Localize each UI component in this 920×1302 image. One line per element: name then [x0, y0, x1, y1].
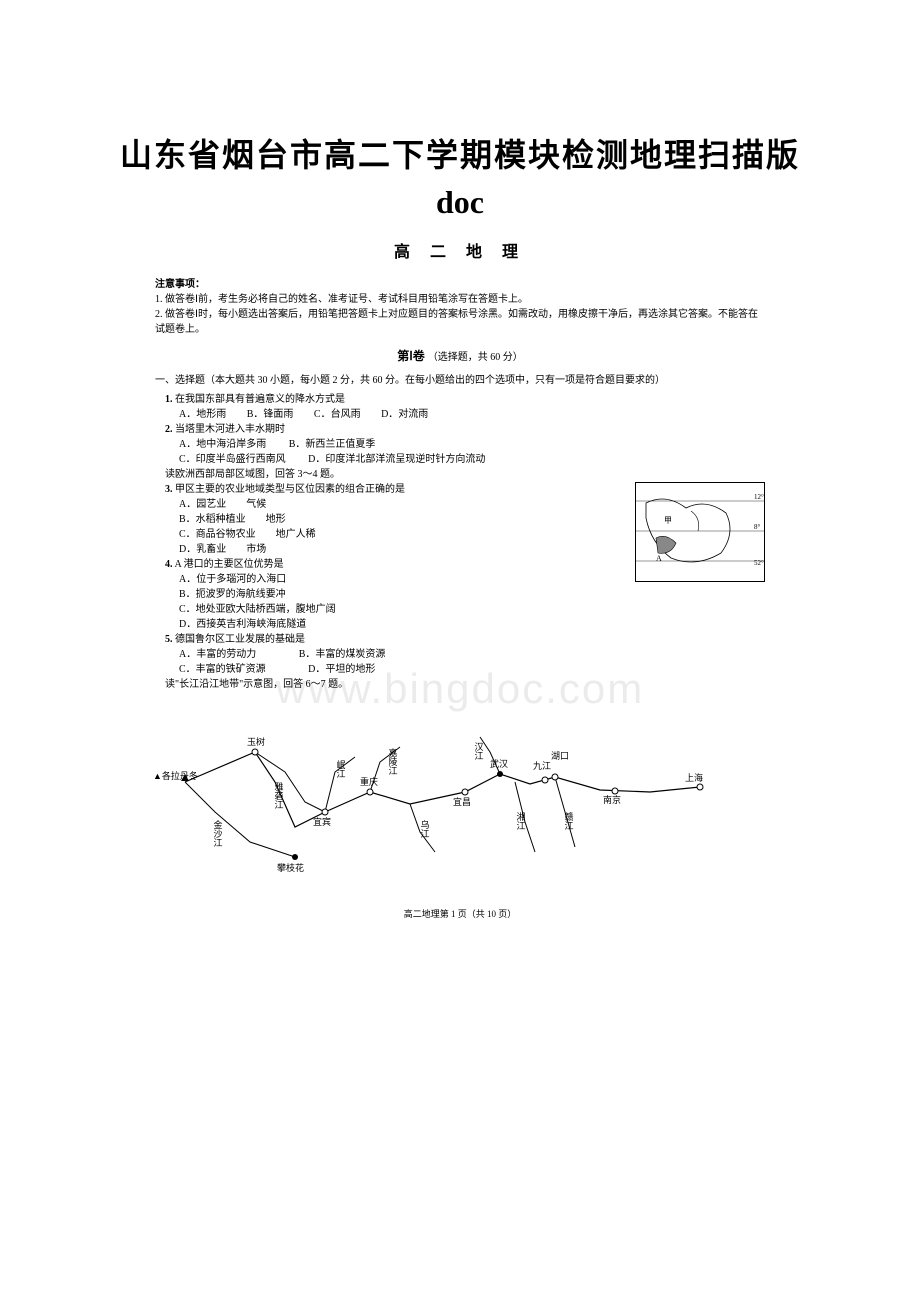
question-5: 5. 德国鲁尔区工业发展的基础是	[165, 632, 765, 647]
notice-line: 2. 做答卷Ⅰ时，每小题选出答案后，用铅笔把答题卡上对应题目的答案标号涂黑。如需…	[155, 307, 765, 337]
notice-line: 1. 做答卷Ⅰ前，考生务必将自己的姓名、准考证号、考试科目用铅笔涂写在答题卡上。	[155, 292, 765, 307]
exam-header: 高 二 地 理	[155, 241, 765, 265]
q-text: 当塔里木河进入丰水期时	[175, 424, 285, 435]
river-han: 汉江	[471, 742, 485, 760]
opt: C．印度半岛盛行西南风	[179, 454, 286, 465]
opt: C．商品谷物农业 地广人稀	[179, 527, 455, 542]
question-1: 1. 在我国东部具有普遍意义的降水方式是	[165, 392, 765, 407]
river-wu: 乌江	[417, 820, 431, 838]
opt: C．丰富的铁矿资源	[179, 664, 266, 675]
opt: A．地中海沿岸多雨	[179, 439, 266, 450]
map-intro: 读欧洲西部局部区域图，回答 3～4 题。	[165, 467, 765, 482]
river-jialing: 嘉陵江	[385, 748, 399, 775]
q-num: 4.	[165, 559, 173, 570]
q-text: A 港口的主要区位优势是	[174, 559, 283, 570]
options-5: A．丰富的劳动力 B．丰富的煤炭资源 C．丰富的铁矿资源 D．平坦的地形	[179, 647, 765, 677]
opt: B．新西兰正值夏季	[289, 439, 376, 450]
q-text: 德国鲁尔区工业发展的基础是	[175, 634, 305, 645]
tick: 8°	[754, 523, 761, 531]
node-panzhihua: 攀枝花	[277, 862, 304, 876]
content-with-map: 3. 甲区主要的农业地域类型与区位因素的组合正确的是 A．园艺业 气候 B．水稻…	[155, 482, 765, 632]
q-num: 2.	[165, 424, 173, 435]
node-nanjing: 南京	[603, 794, 621, 808]
section-title: 第Ⅰ卷 （选择题，共 60 分）	[155, 347, 765, 365]
options-4: A．位于多瑙河的入海口 B．扼波罗的海航线要冲 C．地处亚欧大陆桥西端，腹地广阔…	[179, 572, 455, 632]
node-hukou: 湖口	[551, 750, 569, 764]
node-wuhan: 武汉	[490, 758, 508, 772]
question-4: 4. A 港口的主要区位优势是	[165, 557, 455, 572]
tick: 52°	[754, 559, 764, 567]
node-shanghai: 上海	[685, 772, 703, 786]
node-yushu: 玉树	[247, 736, 265, 750]
opt: D．乳畜业 市场	[179, 542, 455, 557]
node-jiujiang: 九江	[533, 760, 551, 774]
tick: 12°	[754, 493, 764, 501]
node-chongqing: 重庆	[360, 776, 378, 790]
river-gan: 赣江	[561, 812, 575, 830]
options-2: A．地中海沿岸多雨 B．新西兰正值夏季 C．印度半岛盛行西南风 D．印度洋北部洋…	[179, 437, 765, 467]
river-min: 岷江	[333, 760, 347, 778]
doc-title-line1: 山东省烟台市高二下学期模块检测地理扫描版	[0, 0, 920, 176]
notice-body: 1. 做答卷Ⅰ前，考生务必将自己的姓名、准考证号、考试科目用铅笔涂写在答题卡上。…	[155, 292, 765, 337]
svg-text:A: A	[656, 554, 662, 563]
q-num: 1.	[165, 394, 173, 405]
opt: A．丰富的劳动力	[179, 649, 256, 660]
opt: B．锋面雨	[247, 409, 294, 420]
opt: D．平坦的地形	[308, 664, 375, 675]
question-3: 3. 甲区主要的农业地域类型与区位因素的组合正确的是	[165, 482, 455, 497]
opt: D．对流雨	[381, 409, 428, 420]
opt: D．西接英吉利海峡海底隧道	[179, 617, 455, 632]
river-jinsha: 金沙江	[210, 820, 224, 847]
opt: A．位于多瑙河的入海口	[179, 572, 455, 587]
node-yichang: 宜昌	[453, 796, 471, 810]
node-yibin: 宜宾	[313, 816, 331, 830]
question-2: 2. 当塔里木河进入丰水期时	[165, 422, 765, 437]
exam-content: 高 二 地 理 注意事项： 1. 做答卷Ⅰ前，考生务必将自己的姓名、准考证号、考…	[155, 241, 765, 922]
mc-intro: 一、选择题（本大题共 30 小题，每小题 2 分，共 60 分。在每小题给出的四…	[155, 373, 765, 388]
q-num: 3.	[165, 484, 173, 495]
river-diagram: ▲各拉丹冬 玉树 攀枝花 宜宾 重庆 宜昌 武汉 九江 湖口 南京 上海 金沙江…	[155, 712, 715, 892]
options-3: A．园艺业 气候 B．水稻种植业 地形 C．商品谷物农业 地广人稀 D．乳畜业 …	[179, 497, 455, 557]
svg-text:甲: 甲	[664, 516, 672, 525]
section-label: 第Ⅰ卷	[397, 349, 425, 363]
opt: A．园艺业 气候	[179, 497, 455, 512]
opt: A．地形雨	[179, 409, 226, 420]
opt: C．台风雨	[314, 409, 361, 420]
opt: C．地处亚欧大陆桥西端，腹地广阔	[179, 602, 455, 617]
notice-title: 注意事项：	[155, 277, 765, 292]
options-1: A．地形雨 B．锋面雨 C．台风雨 D．对流雨	[179, 407, 765, 422]
node-gela: ▲各拉丹冬	[153, 770, 198, 784]
opt: B．丰富的煤炭资源	[299, 649, 386, 660]
q-num: 5.	[165, 634, 173, 645]
river-yalong: 雅砻江	[271, 782, 285, 809]
europe-map: 12° 8° 52° 甲 A	[635, 482, 765, 582]
section-sub: （选择题，共 60 分）	[428, 352, 523, 363]
opt: B．水稻种植业 地形	[179, 512, 455, 527]
opt: D．印度洋北部洋流呈现逆时针方向流动	[308, 454, 485, 465]
q-text: 在我国东部具有普遍意义的降水方式是	[175, 394, 345, 405]
river-xiang: 湘江	[513, 812, 527, 830]
doc-title-line2: doc	[0, 184, 920, 221]
opt: B．扼波罗的海航线要冲	[179, 587, 455, 602]
river-intro: 读"长江沿江地带"示意图，回答 6～7 题。	[165, 677, 765, 692]
q-text: 甲区主要的农业地域类型与区位因素的组合正确的是	[175, 484, 405, 495]
page-footer: 高二地理第 1 页（共 10 页）	[155, 908, 765, 922]
